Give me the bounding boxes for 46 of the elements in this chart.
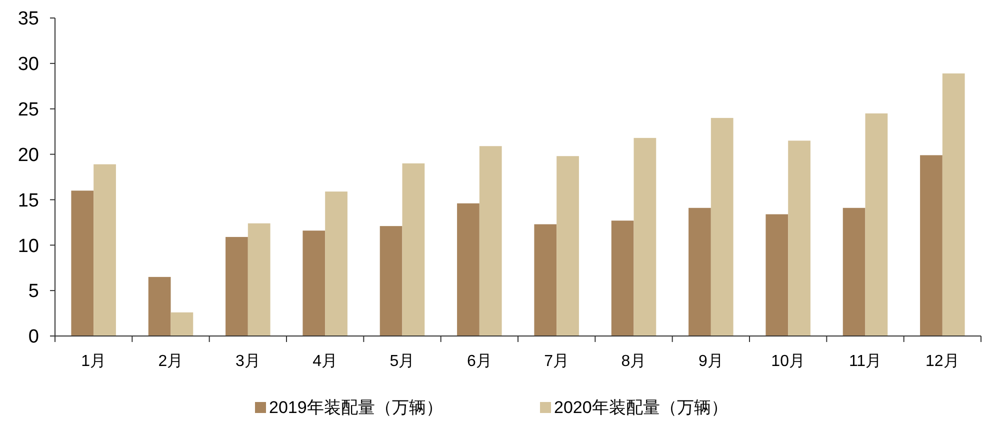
y-tick-label: 5 — [28, 281, 39, 302]
bar — [611, 220, 634, 336]
x-tick-label: 9月 — [698, 353, 724, 370]
y-tick-label: 25 — [18, 100, 39, 121]
bar — [325, 192, 348, 336]
x-tick-label: 8月 — [621, 353, 646, 370]
bar — [788, 140, 810, 336]
bar — [226, 236, 248, 336]
bar — [402, 163, 425, 336]
x-tick-label: 5月 — [390, 353, 415, 370]
bar — [942, 73, 965, 336]
bar — [302, 230, 326, 336]
bar — [248, 223, 270, 336]
bar — [556, 156, 579, 336]
x-tick-label: 1月 — [81, 353, 106, 370]
bar — [920, 155, 942, 336]
bar — [94, 164, 116, 336]
bar — [634, 138, 656, 336]
y-tick-label: 35 — [18, 8, 39, 30]
x-tick-label: 12月 — [926, 353, 960, 370]
bar — [865, 113, 888, 336]
x-tick-label: 6月 — [466, 353, 492, 370]
y-tick-label: 10 — [18, 236, 39, 257]
y-tick-label: 20 — [18, 144, 39, 166]
bar — [842, 208, 866, 336]
bar — [457, 203, 480, 336]
bar — [766, 214, 788, 336]
x-tick-label: 10月 — [771, 353, 805, 370]
y-tick-label: 30 — [18, 54, 39, 76]
bar — [380, 226, 402, 336]
bar — [688, 208, 711, 336]
x-tick-label: 7月 — [544, 353, 570, 370]
bar — [479, 146, 502, 336]
x-tick-label: 11月 — [848, 353, 882, 370]
bar — [170, 312, 194, 336]
bar — [710, 118, 734, 336]
bar — [71, 190, 94, 336]
bar — [534, 224, 557, 336]
x-tick-label: 4月 — [312, 353, 338, 370]
y-tick-label: 15 — [18, 190, 39, 212]
x-tick-label: 3月 — [235, 353, 260, 370]
legend-label: 2019年装配量（万辆） — [269, 398, 443, 417]
x-tick-label: 2月 — [158, 353, 184, 370]
legend-label: 2020年装配量（万辆） — [554, 398, 728, 417]
bar — [148, 276, 171, 336]
y-tick-label: 0 — [28, 326, 39, 348]
